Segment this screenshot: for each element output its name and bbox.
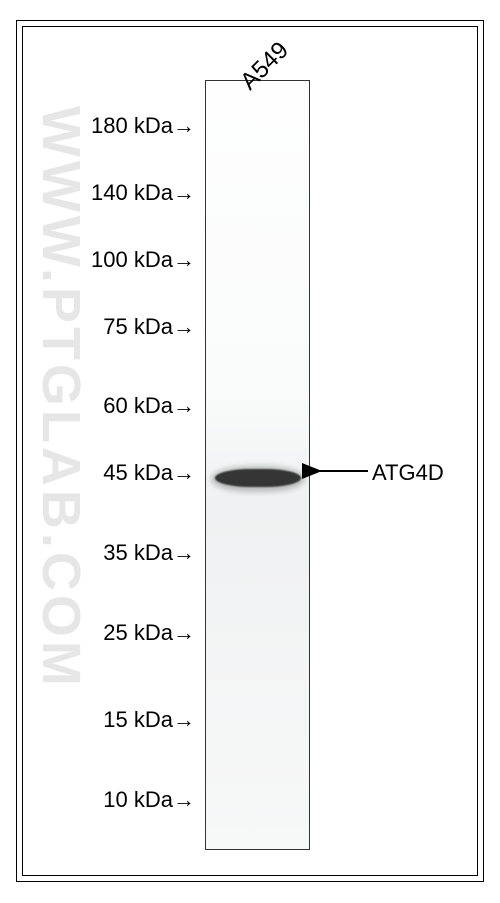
marker-text: 35 kDa (103, 540, 173, 565)
marker-25-kDa: 25 kDa→ (103, 620, 195, 646)
ATG4D-halo (211, 466, 305, 492)
target-label: ATG4D (372, 460, 444, 486)
marker-text: 45 kDa (103, 460, 173, 485)
marker-arrow-icon: → (173, 393, 195, 419)
marker-arrow-icon: → (173, 247, 195, 273)
marker-text: 10 kDa (103, 787, 173, 812)
marker-text: 25 kDa (103, 620, 173, 645)
marker-text: 140 kDa (91, 180, 173, 205)
marker-arrow-icon: → (173, 540, 195, 566)
marker-text: 75 kDa (103, 314, 173, 339)
marker-text: 100 kDa (91, 247, 173, 272)
blot-lane (205, 80, 310, 850)
marker-15-kDa: 15 kDa→ (103, 707, 195, 733)
marker-60-kDa: 60 kDa→ (103, 393, 195, 419)
marker-arrow-icon: → (173, 620, 195, 646)
blot-background (206, 81, 309, 849)
marker-45-kDa: 45 kDa→ (103, 460, 195, 486)
marker-arrow-icon: → (173, 314, 195, 340)
marker-arrow-icon: → (173, 787, 195, 813)
marker-arrow-icon: → (173, 180, 195, 206)
marker-140-kDa: 140 kDa→ (91, 180, 195, 206)
marker-arrow-icon: → (173, 707, 195, 733)
marker-text: 15 kDa (103, 707, 173, 732)
marker-35-kDa: 35 kDa→ (103, 540, 195, 566)
marker-text: 180 kDa (91, 113, 173, 138)
marker-10-kDa: 10 kDa→ (103, 787, 195, 813)
marker-75-kDa: 75 kDa→ (103, 314, 195, 340)
marker-100-kDa: 100 kDa→ (91, 247, 195, 273)
marker-arrow-icon: → (173, 460, 195, 486)
marker-180-kDa: 180 kDa→ (91, 113, 195, 139)
marker-arrow-icon: → (173, 113, 195, 139)
marker-text: 60 kDa (103, 393, 173, 418)
